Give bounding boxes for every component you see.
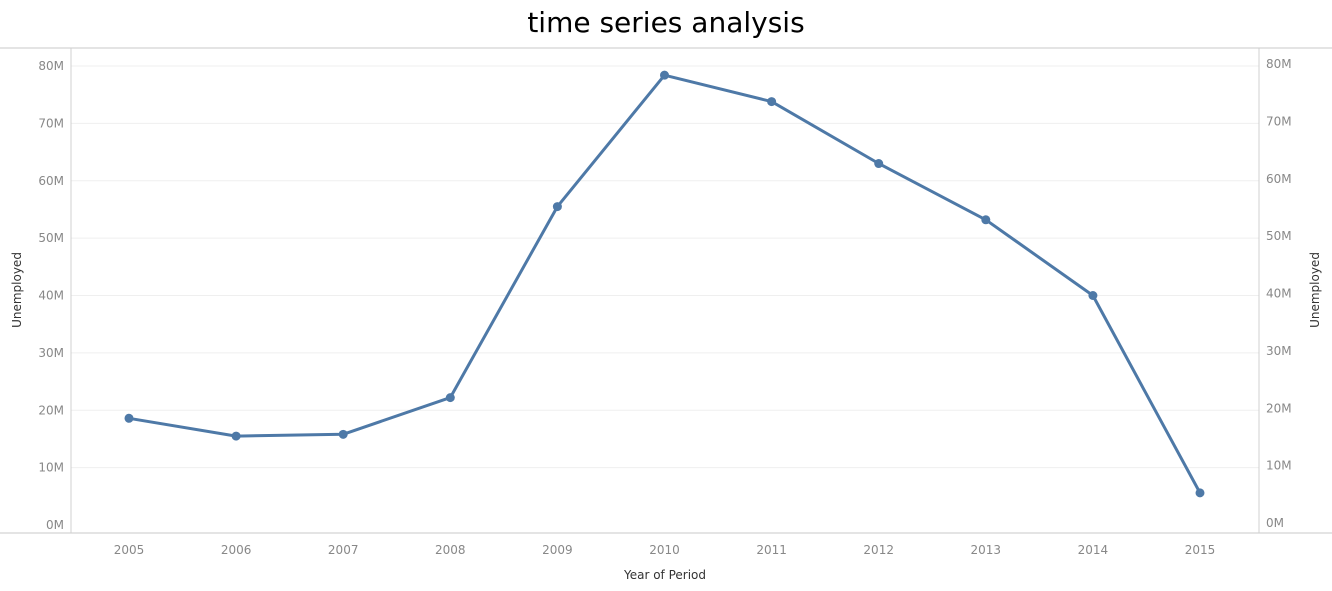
y-tick-label-left: 20M (38, 403, 64, 417)
left-y-axis-title: Unemployed (10, 252, 24, 328)
x-tick-label: 2013 (971, 543, 1002, 557)
x-tick-label: 2011 (756, 543, 787, 557)
x-tick-label: 2015 (1185, 543, 1216, 557)
right-y-axis-title: Unemployed (1308, 252, 1322, 328)
x-tick-label: 2006 (221, 543, 252, 557)
x-tick-label: 2009 (542, 543, 573, 557)
y-tick-label-left: 60M (38, 174, 64, 188)
y-tick-label-right: 40M (1266, 287, 1292, 301)
data-point (874, 159, 884, 169)
x-tick-label: 2014 (1078, 543, 1109, 557)
data-point (1195, 488, 1205, 498)
y-tick-label-right: 10M (1266, 459, 1292, 473)
x-tick-label: 2005 (114, 543, 145, 557)
data-point (445, 393, 455, 403)
y-tick-label-right: 60M (1266, 172, 1292, 186)
y-tick-label-right: 20M (1266, 401, 1292, 415)
y-tick-label-right: 50M (1266, 229, 1292, 243)
data-point (767, 97, 777, 107)
data-point (660, 70, 669, 80)
x-tick-label: 2007 (328, 543, 359, 557)
y-tick-label-left: 70M (38, 116, 64, 130)
right-y-axis-ticks: 0M 10M 20M 30M 40M 50M 60M 70M 80M (1266, 57, 1292, 530)
y-tick-label-left: 50M (38, 231, 64, 245)
y-tick-label-left: 80M (38, 59, 64, 73)
y-tick-label-right: 30M (1266, 344, 1292, 358)
x-axis-title: Year of Period (623, 568, 706, 582)
series-layer (124, 70, 1205, 498)
gridlines (71, 65, 1259, 469)
y-tick-label-right: 0M (1266, 516, 1284, 530)
data-point (1088, 291, 1098, 300)
x-axis-ticks: 2005 2006 2007 2008 2009 2010 2011 2012 2013 2014… (114, 543, 1216, 557)
x-tick-label: 2010 (649, 543, 680, 557)
y-tick-label-right: 80M (1266, 57, 1292, 71)
data-point (338, 429, 348, 439)
left-y-axis-ticks: 0M 10M 20M 30M 40M 50M 60M 70M 80M (38, 59, 64, 532)
y-tick-label-left: 0M (46, 518, 64, 532)
data-point (231, 431, 241, 441)
x-tick-label: 2008 (435, 543, 466, 557)
y-tick-label-left: 30M (38, 346, 64, 360)
y-tick-label-right: 70M (1266, 114, 1292, 128)
x-tick-label: 2012 (863, 543, 894, 557)
y-tick-label-left: 10M (38, 461, 64, 475)
data-point (124, 413, 134, 423)
y-tick-label-left: 40M (38, 289, 64, 303)
data-point (552, 202, 562, 212)
series-line (127, 73, 1202, 495)
chart-title: time series analysis (527, 6, 804, 39)
data-point (981, 215, 991, 225)
